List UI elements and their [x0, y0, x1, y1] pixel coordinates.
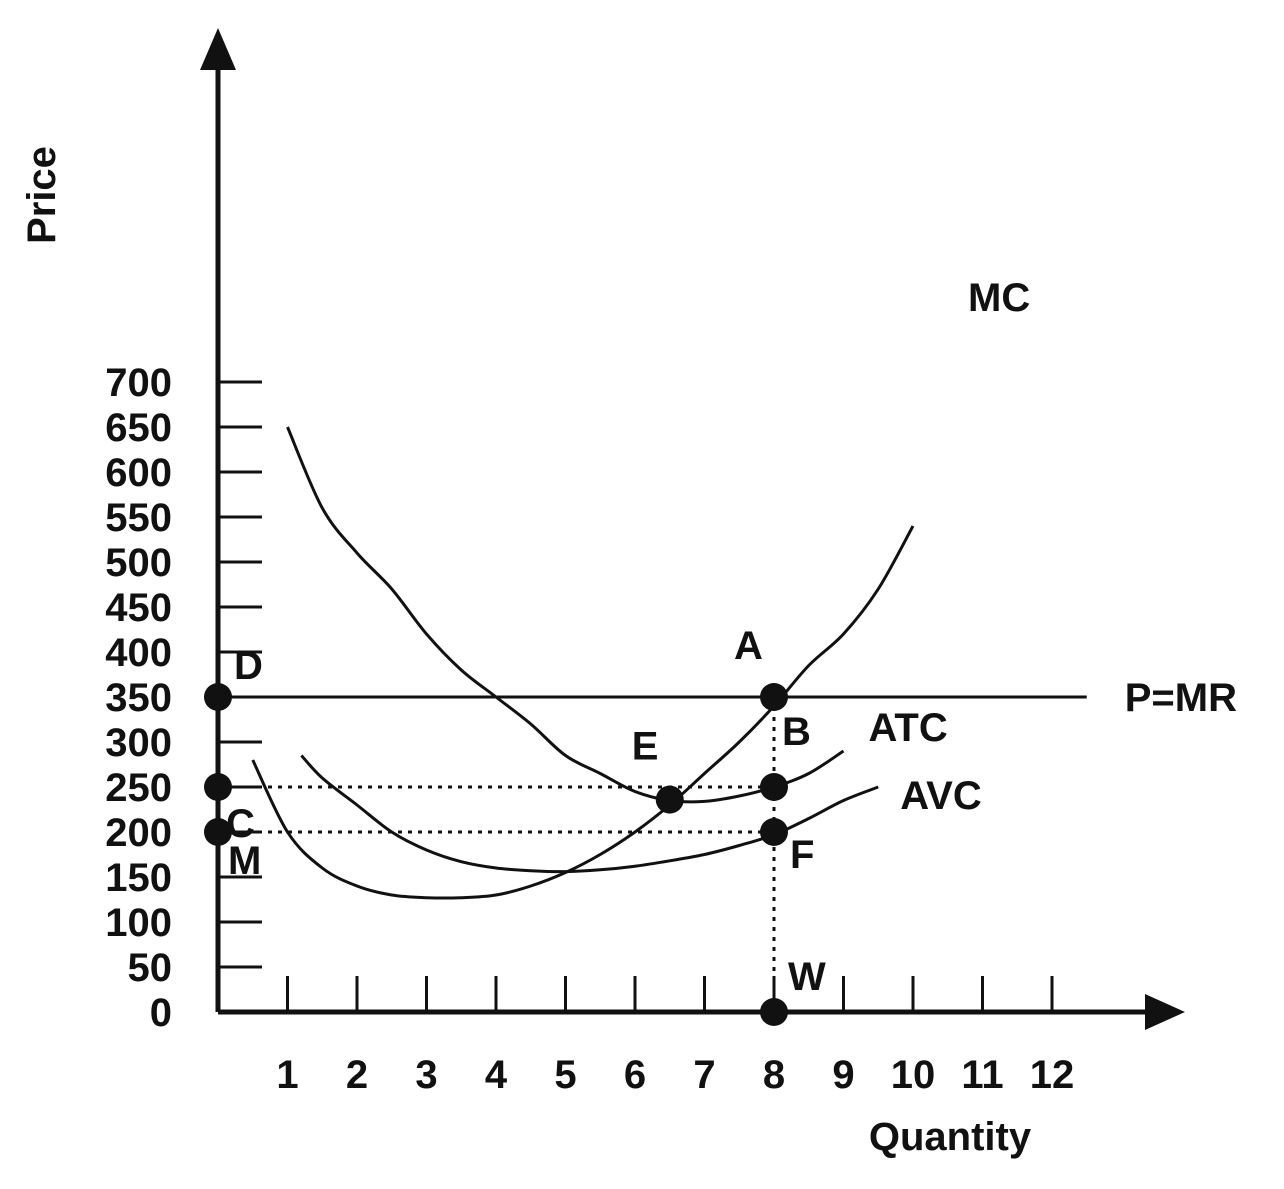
- y-tick-label-250: 250: [105, 766, 172, 810]
- y-tick-label-150: 150: [105, 856, 172, 900]
- x-axis-title: Quantity: [869, 1115, 1032, 1159]
- x-axis-arrow-icon: [1145, 994, 1185, 1030]
- curve-atc: [286, 426, 845, 804]
- point-marker-w: [760, 998, 788, 1026]
- y-axis-arrow-icon: [200, 28, 236, 70]
- x-tick-label-4: 4: [485, 1053, 508, 1097]
- curve-label-avc: AVC: [900, 774, 981, 818]
- point-marker-a: [760, 683, 788, 711]
- x-tick-label-5: 5: [554, 1053, 576, 1097]
- y-tick-label-50: 50: [128, 946, 173, 990]
- point-marker-b: [760, 773, 788, 801]
- y-tick-label-350: 350: [105, 676, 172, 720]
- y-axis-title: Price: [20, 146, 64, 244]
- y-tick-label-300: 300: [105, 721, 172, 765]
- x-tick-label-7: 7: [693, 1053, 715, 1097]
- labeled-points: AB C D E F M W: [204, 624, 826, 1026]
- y-tick-label-0: 0: [150, 991, 172, 1035]
- point-label-f: F: [790, 833, 814, 877]
- point-marker-c: [204, 773, 232, 801]
- curve-label-mc: MC: [968, 276, 1030, 320]
- x-tick-label-9: 9: [832, 1053, 854, 1097]
- y-tick-label-550: 550: [105, 496, 172, 540]
- curve-label-p-mr: P=MR: [1125, 676, 1237, 720]
- point-label-a: A: [734, 624, 763, 668]
- point-marker-d: [204, 683, 232, 711]
- axes: [200, 28, 1185, 1030]
- curve-mc: [251, 525, 915, 900]
- point-label-b: B: [782, 710, 811, 754]
- y-tick-label-650: 650: [105, 406, 172, 450]
- x-tick-label-2: 2: [346, 1053, 368, 1097]
- guide-lines: [218, 697, 776, 1012]
- y-tick-label-600: 600: [105, 451, 172, 495]
- y-tick-label-700: 700: [105, 361, 172, 405]
- x-tick-label-1: 1: [276, 1053, 298, 1097]
- point-label-m: M: [228, 839, 261, 883]
- curve-label-atc: ATC: [869, 706, 948, 750]
- point-label-c: C: [226, 802, 255, 846]
- point-marker-e: [655, 785, 684, 814]
- x-tick-label-11: 11: [961, 1053, 1003, 1097]
- point-marker-m: [204, 818, 232, 846]
- y-tick-label-100: 100: [105, 901, 172, 945]
- y-tick-label-200: 200: [105, 811, 172, 855]
- x-tick-label-10: 10: [891, 1053, 936, 1097]
- x-tick-label-3: 3: [415, 1053, 437, 1097]
- x-tick-label-6: 6: [624, 1053, 646, 1097]
- curves: MC ATC AVC P=MR: [218, 276, 1237, 900]
- x-tick-label-8: 8: [763, 1053, 785, 1097]
- y-tick-label-400: 400: [105, 631, 172, 675]
- point-label-e: E: [632, 725, 659, 769]
- point-label-d: D: [234, 644, 263, 688]
- x-axis-ticks: 1 2 3 4 5 6 7 8 9 10 11 12: [276, 976, 1074, 1097]
- y-axis-ticks: 0501001502002503003504004505005506006507…: [105, 361, 262, 1035]
- point-marker-f: [760, 818, 788, 846]
- x-tick-label-12: 12: [1030, 1053, 1075, 1097]
- point-label-w: W: [788, 955, 826, 999]
- y-tick-label-500: 500: [105, 541, 172, 585]
- y-tick-label-450: 450: [105, 586, 172, 630]
